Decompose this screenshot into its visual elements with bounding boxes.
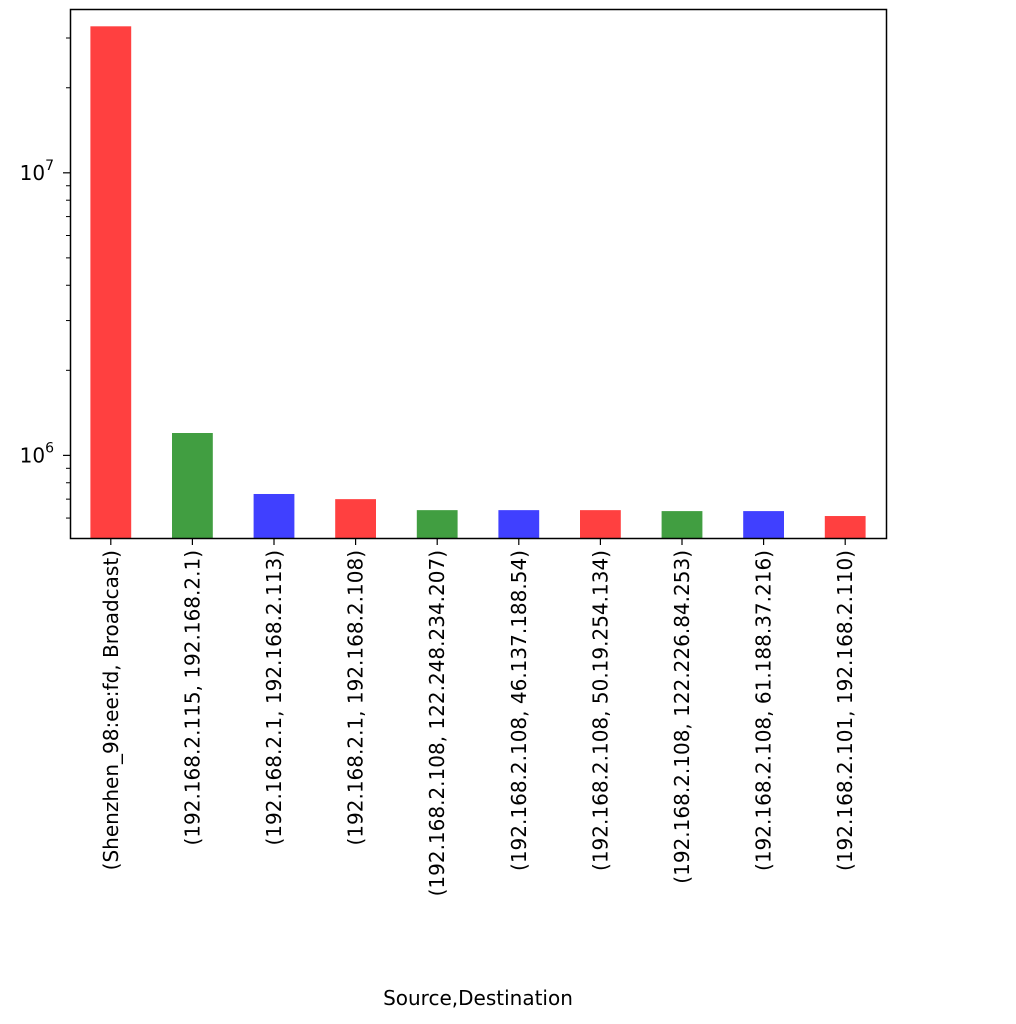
x-tick-label: (192.168.2.108, 50.19.254.134) xyxy=(588,550,612,871)
x-tick-label: (192.168.2.115, 192.168.2.1) xyxy=(180,550,204,846)
bar xyxy=(661,511,703,538)
x-axis-title: Source,Destination xyxy=(383,986,573,1010)
bar xyxy=(253,493,295,538)
bar xyxy=(824,516,866,538)
bar xyxy=(172,433,213,538)
bars-group xyxy=(90,26,866,539)
x-tick-label: (192.168.2.108, 46.137.188.54) xyxy=(507,550,531,871)
x-tick-label: (192.168.2.108, 61.188.37.216) xyxy=(752,550,776,871)
bar xyxy=(90,26,132,539)
x-tick-label: (192.168.2.108, 122.226.84.253) xyxy=(670,550,694,884)
plot-frame xyxy=(69,8,888,540)
x-tick-label: (192.168.2.1, 192.168.2.108) xyxy=(344,550,368,846)
bar xyxy=(580,510,621,538)
bar xyxy=(416,510,458,538)
bar xyxy=(335,499,376,538)
x-axis-ticks: (Shenzhen_98:ee:fd, Broadcast) (192.168.2… xyxy=(99,538,857,896)
bar xyxy=(498,510,540,538)
bar xyxy=(743,511,784,538)
y-tick-label: 106 xyxy=(20,440,54,467)
x-tick-label: (192.168.2.101, 192.168.2.110) xyxy=(833,550,857,871)
y-tick-label: 107 xyxy=(20,158,54,185)
x-tick-label: (Shenzhen_98:ee:fd, Broadcast) xyxy=(99,550,123,870)
x-tick-label: (192.168.2.1, 192.168.2.113) xyxy=(262,550,286,846)
x-tick-label: (192.168.2.108, 122.248.234.207) xyxy=(425,550,449,896)
y-axis-ticks: 106 107 xyxy=(20,37,70,519)
